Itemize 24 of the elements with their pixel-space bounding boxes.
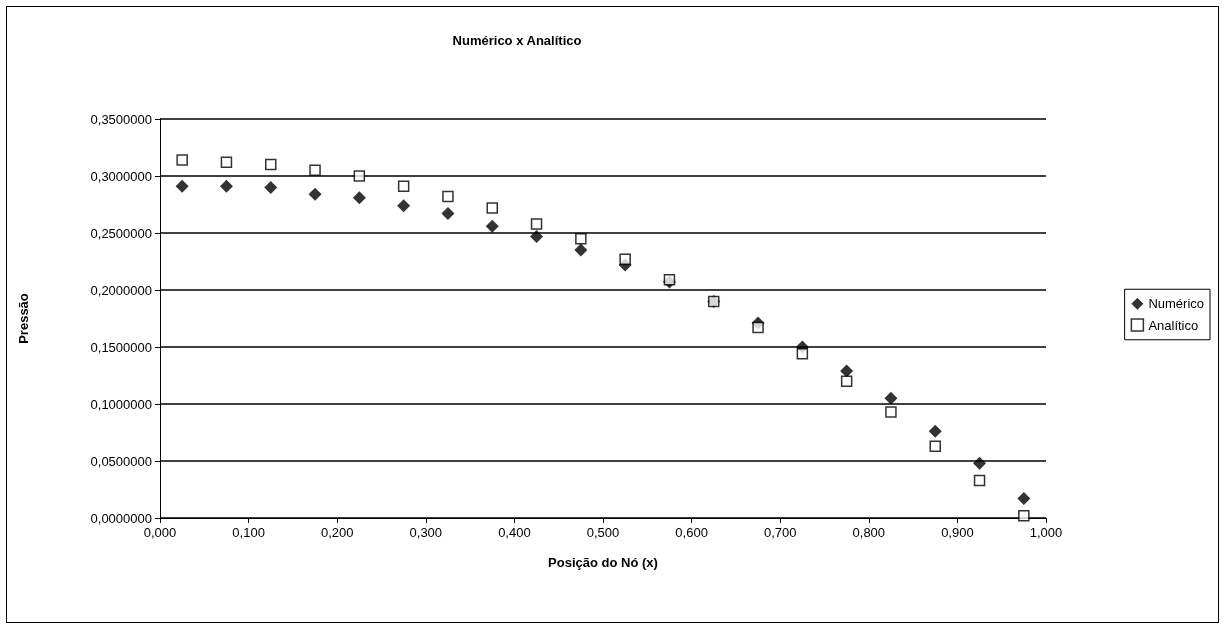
x-tick-label: 0,400	[498, 525, 531, 540]
x-tick-label: 0,000	[143, 525, 177, 540]
y-tick-label: 0,0000000	[90, 510, 152, 526]
x-tick-label: 0,100	[232, 525, 265, 540]
y-tick-label: 0,0500000	[90, 453, 152, 469]
x-tick-label: 0,200	[320, 525, 354, 540]
legend-label: Analítico	[1148, 317, 1199, 333]
y-tick-label: 0,3000000	[90, 168, 152, 184]
x-tick-label: 0,600	[675, 525, 708, 540]
chart-title: Numérico x Analítico	[452, 33, 582, 48]
x-tick-label: 0,800	[852, 525, 886, 540]
x-tick-label: 0,500	[586, 525, 620, 540]
legend-label: Numérico	[1148, 296, 1204, 312]
x-axis-title: Posição do Nó (x)	[548, 555, 658, 570]
y-tick-label: 0,3500000	[90, 111, 152, 127]
y-axis-title: Pressão	[16, 293, 31, 344]
y-tick-label: 0,2000000	[90, 282, 152, 298]
y-tick-label: 0,1000000	[90, 396, 152, 412]
y-tick-label: 0,1500000	[90, 339, 152, 355]
y-tick-label: 0,2500000	[90, 225, 152, 241]
x-tick-label: 0,300	[409, 525, 443, 540]
x-tick-label: 0,900	[941, 525, 974, 540]
x-tick-label: 0,700	[763, 525, 797, 540]
x-tick-label: 1,000	[1029, 525, 1063, 540]
